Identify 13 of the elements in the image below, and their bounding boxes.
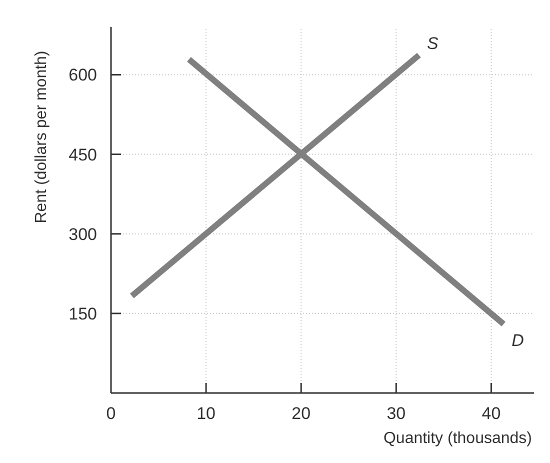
- x-tick-label: 30: [386, 404, 406, 423]
- x-tick-label: 10: [196, 404, 216, 423]
- y-axis-title: Rent (dollars per month): [33, 50, 50, 224]
- y-tick-label: 450: [68, 145, 97, 164]
- series-label: D: [512, 331, 524, 350]
- x-tick-label: 40: [482, 404, 501, 423]
- series-label: S: [426, 34, 439, 54]
- y-tick-label: 300: [68, 224, 97, 244]
- x-axis-title: Quantity (thousands): [383, 430, 532, 447]
- x-tick-label: 0: [106, 404, 116, 423]
- y-tick-label: 600: [68, 66, 97, 85]
- y-tick-label: 150: [68, 304, 97, 324]
- x-tick-label: 20: [292, 404, 311, 423]
